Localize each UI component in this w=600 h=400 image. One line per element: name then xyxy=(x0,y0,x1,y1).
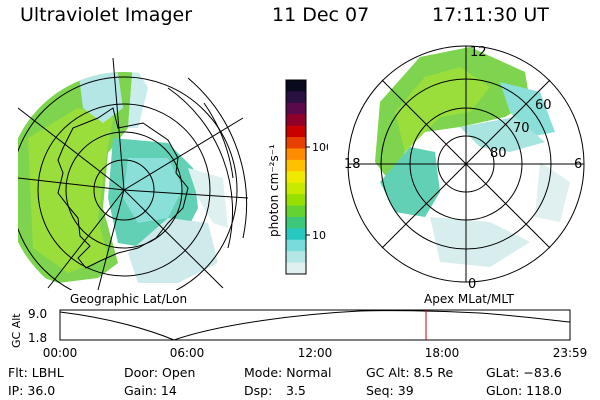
colorbar-swatch xyxy=(286,91,306,104)
colorbar-swatch xyxy=(286,137,306,149)
mlat-80: 80 xyxy=(490,146,507,161)
colorbar: 100 10 photon cm⁻²s⁻¹ xyxy=(267,79,328,275)
colorbar-swatch xyxy=(286,228,306,241)
magnetic-map: 12 18 6 0 60 70 80 xyxy=(344,45,585,292)
right-projection-label: Apex MLat/MLT xyxy=(424,292,514,306)
colorbar-swatch xyxy=(286,251,306,264)
colorbar-tick-10: 10 xyxy=(312,229,326,242)
altitude-xtick-0: 00:00 xyxy=(43,346,78,360)
mlt-6: 6 xyxy=(574,157,582,172)
geographic-map xyxy=(18,57,248,290)
right-aurora-image xyxy=(375,47,570,267)
door-info: Door: Open xyxy=(124,365,196,380)
date-label: 11 Dec 07 xyxy=(272,4,370,26)
altitude-ytick-top: 9.0 xyxy=(28,307,47,321)
colorbar-swatch xyxy=(286,102,306,115)
mlat-70: 70 xyxy=(513,121,530,136)
colorbar-swatch xyxy=(286,80,306,92)
ip-info: IP: 36.0 xyxy=(8,383,56,398)
gc-alt-info: GC Alt: 8.5 Re xyxy=(366,365,454,380)
colorbar-swatch xyxy=(286,205,306,218)
mlt-18: 18 xyxy=(344,157,361,172)
colorbar-swatch xyxy=(286,216,306,229)
colorbar-tick-100: 100 xyxy=(312,141,328,154)
altitude-xtick-1: 06:00 xyxy=(170,346,205,360)
time-label: 17:11:30 UT xyxy=(432,4,549,26)
colorbar-swatch xyxy=(286,262,306,275)
mlt-12: 12 xyxy=(470,45,487,60)
dsp-label: Dsp: xyxy=(244,383,273,398)
altitude-ytick-bottom: 1.8 xyxy=(28,331,47,345)
instrument-title: Ultraviolet Imager xyxy=(20,4,193,26)
colorbar-swatch xyxy=(286,171,306,184)
colorbar-swatch xyxy=(286,239,306,252)
colorbar-swatch xyxy=(286,159,306,172)
colorbar-swatch xyxy=(286,182,306,195)
gain-info: Gain: 14 xyxy=(124,383,177,398)
colorbar-swatch xyxy=(286,194,306,207)
mlt-0: 0 xyxy=(468,277,476,292)
coastline xyxy=(57,107,189,269)
altitude-plot: GC Alt 9.0 1.8 00:00 06:00 12:00 18:00 2… xyxy=(10,307,588,360)
altitude-xtick-3: 18:00 xyxy=(425,346,460,360)
colorbar-swatch xyxy=(286,148,306,161)
mode-info: Mode: Normal xyxy=(244,365,332,380)
mlat-60: 60 xyxy=(535,98,552,113)
glat-info: GLat: −83.6 xyxy=(486,365,562,380)
seq-info: Seq: 39 xyxy=(366,383,414,398)
dsp-value: 3.5 xyxy=(286,383,306,398)
colorbar-swatch xyxy=(286,125,306,138)
left-grid xyxy=(18,57,248,290)
altitude-curve xyxy=(59,310,571,341)
colorbar-swatch xyxy=(286,114,306,127)
colorbar-unit-label: photon cm⁻²s⁻¹ xyxy=(267,144,281,237)
altitude-ylabel: GC Alt xyxy=(10,313,23,348)
altitude-xtick-2: 12:00 xyxy=(298,346,333,360)
glon-info: GLon: 118.0 xyxy=(486,383,562,398)
altitude-xtick-4: 23:59 xyxy=(553,346,588,360)
filter-info: Flt: LBHL xyxy=(8,365,64,380)
left-projection-label: Geographic Lat/Lon xyxy=(70,292,188,306)
right-grid xyxy=(347,45,585,283)
colorbar-swatches xyxy=(286,80,306,275)
